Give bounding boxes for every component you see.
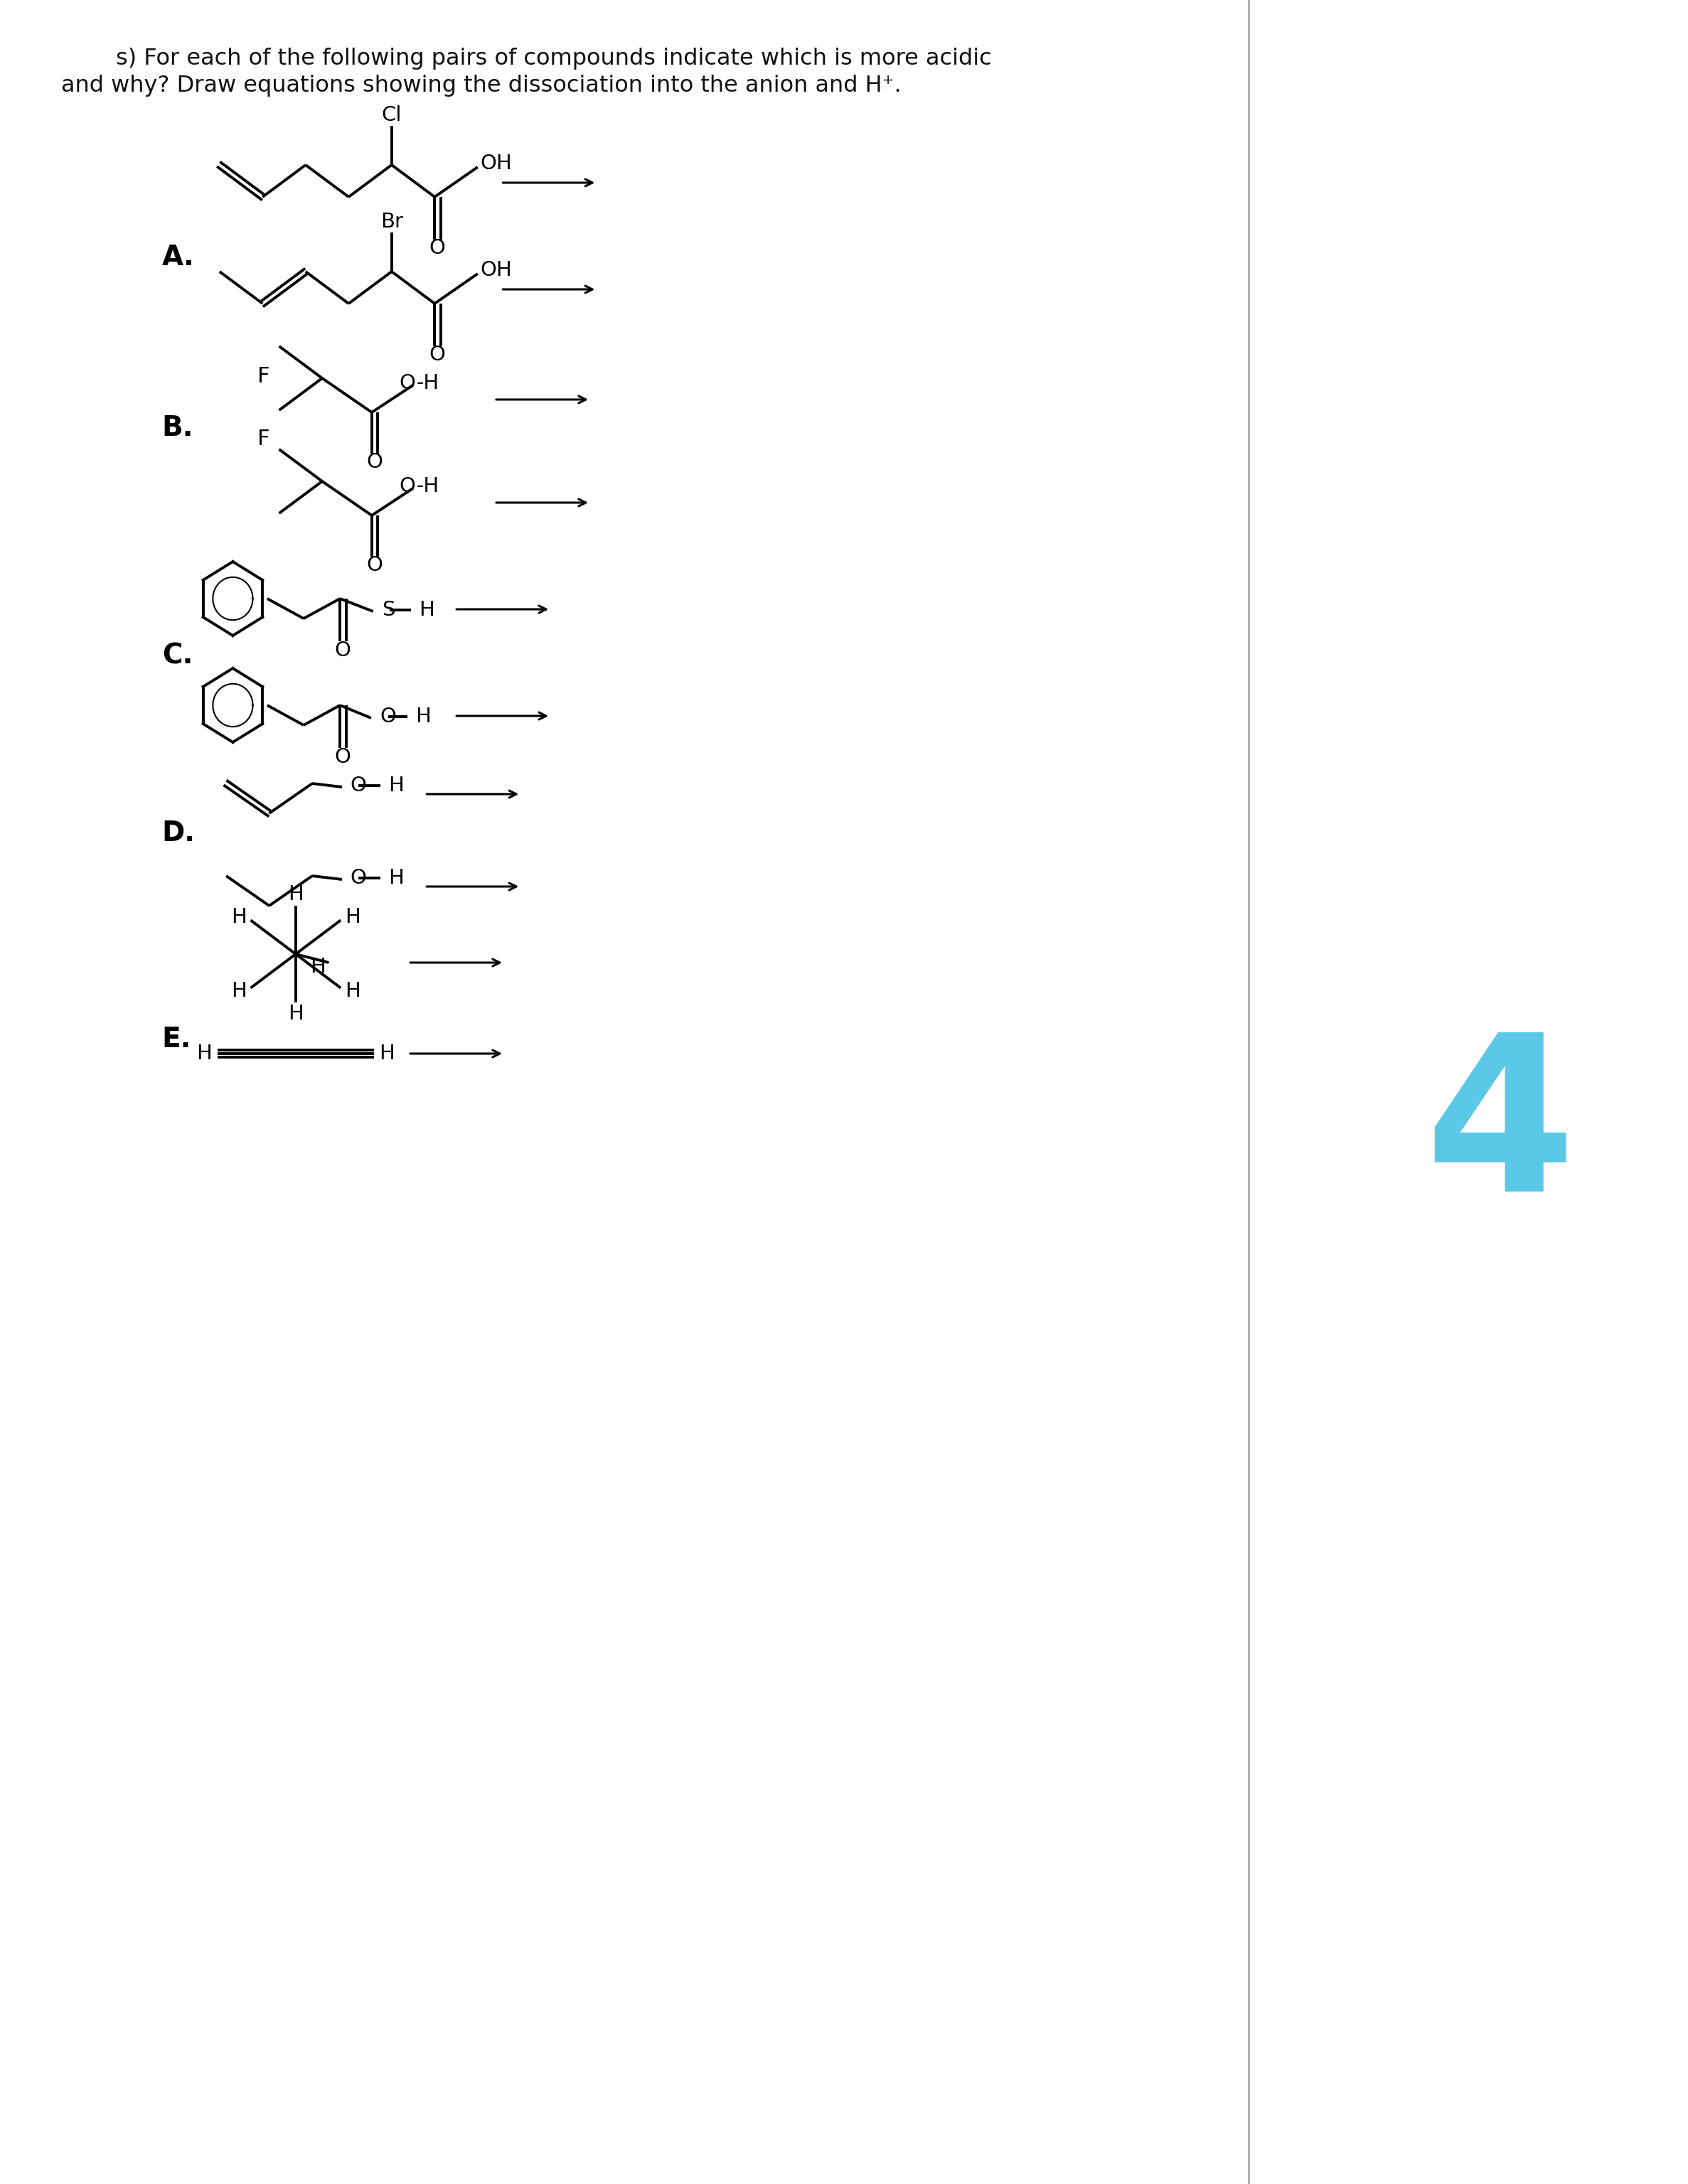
Text: D.: D. [162,819,196,847]
Text: O: O [366,555,383,574]
Text: A.: A. [162,245,194,271]
Text: O: O [349,867,366,889]
Text: H: H [344,981,360,1000]
Text: O: O [349,775,366,795]
Text: F: F [258,428,270,450]
Text: H: H [415,708,430,727]
Text: H: H [289,885,304,904]
Text: H: H [289,1005,304,1024]
Text: OH: OH [481,260,511,280]
Text: -H: -H [417,373,439,393]
Text: H: H [419,601,434,620]
Text: H: H [344,906,360,928]
Text: H: H [311,957,326,976]
Text: -H: -H [417,476,439,496]
Text: O: O [334,747,351,767]
Text: O: O [429,345,446,365]
Text: 4: 4 [1425,1026,1575,1238]
Text: OH: OH [481,153,511,173]
Text: s) For each of the following pairs of compounds indicate which is more acidic: s) For each of the following pairs of co… [116,48,991,70]
Text: O: O [429,238,446,258]
Text: H: H [231,906,246,928]
Text: H: H [388,775,403,795]
Text: O: O [380,708,397,727]
Text: O: O [366,452,383,472]
Text: Cl: Cl [381,105,402,124]
Text: H: H [380,1044,395,1064]
Text: O: O [400,476,415,496]
Text: O: O [334,640,351,660]
Text: H: H [388,867,403,889]
Text: S: S [381,601,395,620]
Text: C.: C. [162,642,192,668]
Text: F: F [258,367,270,387]
Text: B.: B. [162,415,194,441]
Text: H: H [231,981,246,1000]
Text: O: O [400,373,415,393]
Text: Br: Br [380,212,403,232]
Text: and why? Draw equations showing the dissociation into the anion and H⁺.: and why? Draw equations showing the diss… [61,74,901,96]
Text: E.: E. [162,1026,191,1053]
Text: H: H [196,1044,213,1064]
